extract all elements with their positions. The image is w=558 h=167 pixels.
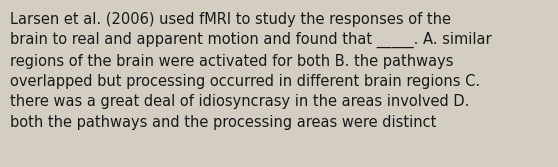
Text: Larsen et al. (2006) used fMRI to study the responses of the
brain to real and a: Larsen et al. (2006) used fMRI to study … (10, 12, 492, 130)
